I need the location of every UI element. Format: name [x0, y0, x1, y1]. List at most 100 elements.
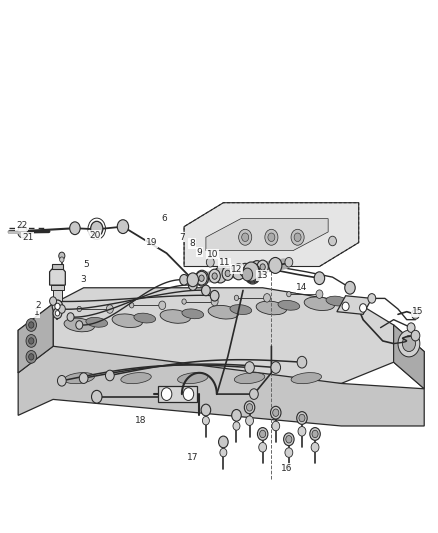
Circle shape	[297, 411, 307, 424]
Text: 21: 21	[22, 233, 33, 242]
Ellipse shape	[64, 373, 95, 384]
Ellipse shape	[64, 318, 95, 332]
Circle shape	[92, 390, 102, 403]
Circle shape	[251, 261, 264, 277]
Circle shape	[211, 297, 218, 306]
Circle shape	[59, 252, 65, 260]
Circle shape	[76, 321, 83, 329]
Circle shape	[201, 285, 210, 296]
Circle shape	[259, 442, 267, 452]
Circle shape	[245, 362, 254, 373]
Circle shape	[79, 373, 88, 383]
Circle shape	[273, 409, 279, 416]
Circle shape	[210, 290, 219, 301]
Circle shape	[209, 269, 220, 283]
Circle shape	[298, 426, 306, 436]
Circle shape	[233, 422, 240, 430]
Circle shape	[225, 270, 230, 277]
Circle shape	[291, 229, 304, 245]
Circle shape	[264, 294, 271, 302]
Text: 22: 22	[16, 221, 27, 230]
Circle shape	[412, 310, 420, 319]
Circle shape	[269, 257, 282, 273]
Text: 7: 7	[179, 233, 185, 242]
Circle shape	[312, 430, 318, 438]
Circle shape	[187, 273, 198, 287]
Circle shape	[222, 266, 233, 280]
Text: 19: 19	[145, 238, 157, 247]
Text: 9: 9	[197, 248, 202, 257]
Circle shape	[403, 336, 416, 352]
Circle shape	[106, 370, 114, 381]
Polygon shape	[337, 296, 372, 314]
Circle shape	[57, 375, 66, 386]
Text: 12: 12	[231, 265, 242, 273]
Circle shape	[234, 295, 239, 301]
Circle shape	[183, 387, 194, 400]
Text: 20: 20	[89, 231, 100, 240]
Circle shape	[232, 264, 245, 280]
Circle shape	[28, 322, 34, 328]
Circle shape	[18, 226, 27, 238]
Ellipse shape	[278, 301, 300, 310]
Circle shape	[159, 301, 166, 310]
Text: 3: 3	[81, 274, 87, 284]
Circle shape	[297, 357, 307, 368]
Text: 15: 15	[412, 307, 424, 316]
Circle shape	[368, 294, 376, 303]
Polygon shape	[206, 219, 328, 251]
Polygon shape	[53, 290, 62, 301]
Circle shape	[247, 403, 253, 411]
Polygon shape	[49, 269, 65, 285]
Circle shape	[287, 292, 291, 297]
Circle shape	[271, 362, 281, 373]
Circle shape	[49, 297, 57, 305]
Circle shape	[188, 280, 197, 290]
Circle shape	[311, 442, 319, 452]
Circle shape	[182, 299, 186, 304]
Circle shape	[294, 233, 301, 241]
Circle shape	[243, 267, 248, 273]
Ellipse shape	[134, 313, 155, 323]
Circle shape	[220, 448, 227, 457]
Circle shape	[53, 308, 62, 319]
Circle shape	[271, 406, 281, 419]
Circle shape	[242, 268, 253, 281]
Circle shape	[161, 387, 172, 400]
Circle shape	[258, 427, 268, 440]
Circle shape	[77, 306, 81, 312]
Circle shape	[201, 404, 211, 416]
Text: 1: 1	[34, 308, 39, 317]
Circle shape	[260, 264, 265, 270]
Circle shape	[195, 270, 208, 286]
Ellipse shape	[177, 373, 208, 384]
Circle shape	[284, 433, 294, 446]
Ellipse shape	[291, 373, 321, 384]
Text: 16: 16	[281, 464, 293, 473]
Ellipse shape	[112, 314, 142, 328]
Polygon shape	[53, 288, 394, 383]
Circle shape	[285, 257, 293, 267]
Text: 10: 10	[207, 250, 218, 259]
Circle shape	[214, 267, 227, 283]
Circle shape	[199, 275, 204, 281]
Circle shape	[70, 222, 80, 235]
Circle shape	[244, 263, 260, 282]
Circle shape	[316, 290, 323, 298]
Circle shape	[285, 448, 293, 457]
Text: 8: 8	[189, 239, 195, 248]
Circle shape	[244, 262, 259, 281]
Circle shape	[245, 265, 261, 284]
Circle shape	[26, 319, 36, 332]
Text: 2: 2	[35, 301, 41, 310]
Polygon shape	[18, 346, 424, 426]
Text: 18: 18	[134, 416, 146, 425]
Circle shape	[345, 281, 355, 294]
Text: 17: 17	[187, 454, 198, 463]
Ellipse shape	[256, 301, 286, 315]
Ellipse shape	[160, 310, 191, 324]
Ellipse shape	[208, 305, 239, 319]
Polygon shape	[52, 264, 63, 269]
Circle shape	[268, 233, 275, 241]
Circle shape	[314, 272, 325, 285]
